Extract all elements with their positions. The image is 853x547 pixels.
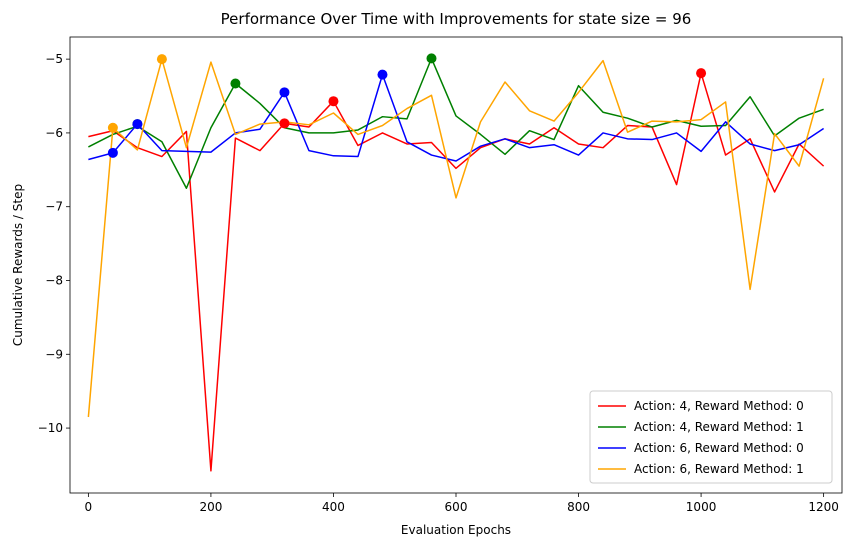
x-tick-label: 600 xyxy=(445,500,468,514)
series-3-marker-4 xyxy=(377,69,388,80)
x-tick-label: 200 xyxy=(199,500,222,514)
x-tick-label: 400 xyxy=(322,500,345,514)
y-tick-label: −8 xyxy=(45,273,63,287)
legend-box xyxy=(589,390,833,484)
legend-label-2: Action: 4, Reward Method: 1 xyxy=(634,420,804,434)
y-tick-label: −6 xyxy=(45,126,63,140)
series-4-marker-2 xyxy=(156,54,167,65)
series-3-marker-2 xyxy=(132,119,143,130)
chart-marks xyxy=(87,53,825,472)
chart-title: Performance Over Time with Improvements … xyxy=(221,10,692,28)
y-tick-label: −7 xyxy=(45,200,63,214)
series-line-4 xyxy=(87,58,825,418)
legend-label-1: Action: 4, Reward Method: 0 xyxy=(634,399,804,413)
x-tick-label: 800 xyxy=(567,500,590,514)
y-tick-label: −10 xyxy=(38,421,63,435)
legend: Action: 4, Reward Method: 0 Action: 4, Re… xyxy=(589,390,833,484)
y-tick-label: −9 xyxy=(45,347,63,361)
x-axis-label: Evaluation Epochs xyxy=(401,523,511,537)
series-1-marker-3 xyxy=(696,68,707,79)
axis-ticks: 0 200 400 600 800 1000 1200 −10 −9 −8 −7 −6 −5 xyxy=(38,52,839,514)
series-3-marker-1 xyxy=(107,147,118,158)
series-1-marker-1 xyxy=(279,118,290,129)
series-line-2 xyxy=(88,57,824,190)
legend-label-4: Action: 6, Reward Method: 1 xyxy=(634,462,804,476)
series-4-marker-1 xyxy=(107,122,118,133)
series-1-marker-2 xyxy=(328,96,339,107)
x-tick-label: 0 xyxy=(85,500,93,514)
series-line-3 xyxy=(88,73,825,162)
x-tick-label: 1200 xyxy=(808,500,839,514)
legend-label-3: Action: 6, Reward Method: 0 xyxy=(634,441,804,455)
series-3-marker-3 xyxy=(279,87,290,98)
x-tick-label: 1000 xyxy=(686,500,717,514)
y-tick-label: −5 xyxy=(45,52,63,66)
y-axis-label: Cumulative Rewards / Step xyxy=(11,184,25,346)
series-2-marker-2 xyxy=(230,78,241,89)
series-2-marker-3 xyxy=(426,53,437,64)
